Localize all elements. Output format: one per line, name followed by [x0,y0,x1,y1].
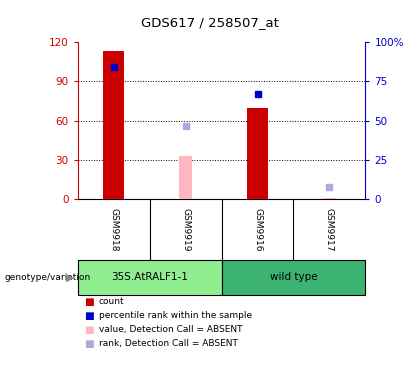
Text: GDS617 / 258507_at: GDS617 / 258507_at [141,16,279,30]
Text: GSM9917: GSM9917 [325,208,334,251]
Text: wild type: wild type [270,272,317,282]
Bar [103,51,124,199]
Text: ■: ■ [84,311,94,321]
Text: genotype/variation: genotype/variation [4,273,90,282]
Bar [323,198,336,199]
Text: GSM9916: GSM9916 [253,208,262,251]
Text: count: count [99,298,124,306]
Text: ■: ■ [84,297,94,307]
Bar [78,260,222,295]
Text: ▶: ▶ [66,272,75,282]
Text: GSM9919: GSM9919 [181,208,190,251]
Bar [222,260,365,295]
Text: ■: ■ [84,325,94,335]
Text: 35S.AtRALF1-1: 35S.AtRALF1-1 [111,272,188,282]
Text: GSM9918: GSM9918 [109,208,118,251]
Bar [179,156,192,199]
Text: ■: ■ [84,339,94,349]
Bar [247,108,268,199]
Text: percentile rank within the sample: percentile rank within the sample [99,311,252,320]
Text: rank, Detection Call = ABSENT: rank, Detection Call = ABSENT [99,339,238,348]
Text: value, Detection Call = ABSENT: value, Detection Call = ABSENT [99,325,242,334]
